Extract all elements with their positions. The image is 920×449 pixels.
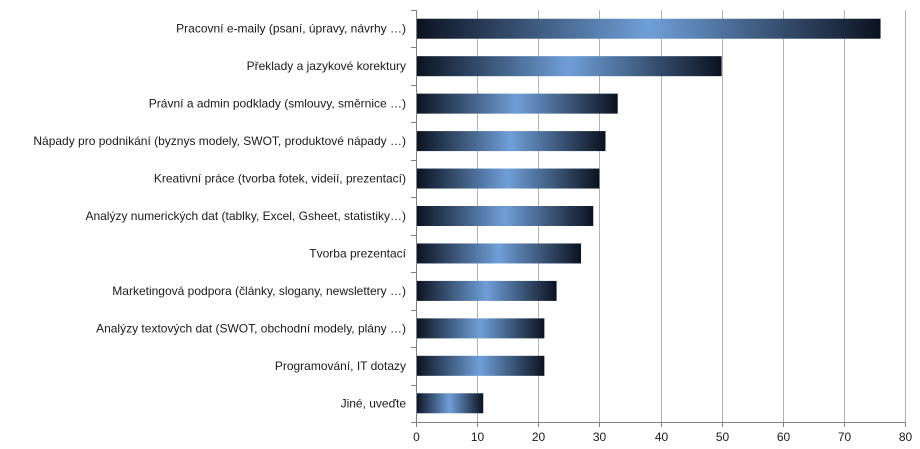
category-label: Programování, IT dotazy [275, 359, 406, 373]
category-label: Analýzy numerických dat (tablky, Excel, … [85, 209, 406, 223]
x-tick-label: 70 [838, 430, 852, 444]
gridlines [477, 10, 906, 422]
category-label: Marketingová podpora (články, slogany, n… [112, 284, 406, 298]
bar [416, 243, 582, 264]
category-label: Překlady a jazykové korektury [247, 59, 406, 73]
x-tick-label: 50 [716, 430, 730, 444]
x-tick-label: 10 [471, 430, 485, 444]
x-tick-label: 30 [593, 430, 607, 444]
bar [416, 131, 606, 152]
bar [416, 393, 484, 414]
bars [416, 18, 881, 414]
bar [416, 280, 557, 301]
category-label: Nápady pro podnikání (byznys modely, SWO… [33, 134, 406, 148]
x-tick-label: 60 [777, 430, 791, 444]
category-label: Pracovní e-maily (psaní, úpravy, návrhy … [176, 22, 406, 36]
category-label: Analýzy textových dat (SWOT, obchodní mo… [96, 321, 406, 335]
category-label: Jiné, uveďte [341, 396, 407, 410]
bar [416, 18, 881, 39]
x-tick-label: 20 [532, 430, 546, 444]
bar [416, 168, 600, 189]
x-tick-labels: 0 10 20 30 40 50 60 70 80 [413, 430, 912, 444]
x-tick-label: 0 [413, 430, 420, 444]
bar [416, 355, 545, 376]
category-labels: Pracovní e-maily (psaní, úpravy, návrhy … [33, 22, 406, 411]
category-label: Právní a admin podklady (smlouvy, směrni… [149, 97, 406, 111]
category-label: Tvorba prezentací [309, 246, 406, 260]
category-label: Kreativní práce (tvorba fotek, videií, p… [154, 172, 406, 186]
bar [416, 93, 618, 114]
x-tick-label: 80 [899, 430, 913, 444]
bar [416, 318, 545, 339]
bar [416, 206, 594, 226]
x-tick-label: 40 [655, 430, 669, 444]
axes [411, 10, 906, 427]
bar [416, 56, 722, 77]
